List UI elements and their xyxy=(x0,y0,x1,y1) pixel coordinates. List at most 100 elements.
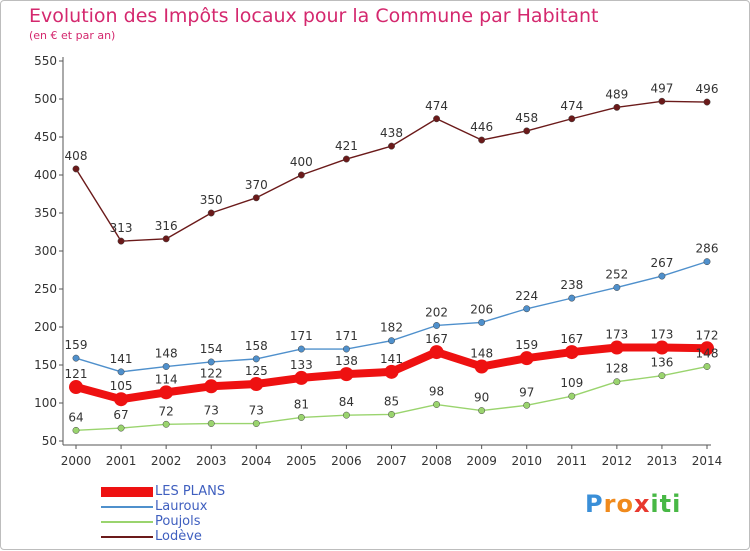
y-tick-label: 450 xyxy=(34,130,57,144)
data-label-lauroux: 224 xyxy=(515,289,538,303)
data-point-lod-ve xyxy=(297,171,305,179)
data-point-lauroux xyxy=(388,337,395,345)
data-label-lauroux: 206 xyxy=(470,302,493,316)
data-label-lod-ve: 408 xyxy=(65,149,88,163)
x-tick-label: 2014 xyxy=(692,454,723,468)
data-point-lauroux xyxy=(162,363,170,370)
data-point-lod-ve xyxy=(342,155,350,163)
legend-label-lauroux: Lauroux xyxy=(155,499,208,514)
data-point-poujols xyxy=(658,372,666,380)
data-label-poujols: 73 xyxy=(204,404,219,418)
data-label-les-plans: 172 xyxy=(696,328,719,342)
data-label-les-plans: 148 xyxy=(470,347,493,361)
data-point-poujols xyxy=(703,363,711,370)
y-tick-label: 550 xyxy=(34,54,57,68)
y-tick-label: 350 xyxy=(34,206,57,220)
data-label-lod-ve: 421 xyxy=(335,139,358,153)
data-point-poujols xyxy=(523,401,531,409)
data-label-lod-ve: 316 xyxy=(155,219,178,233)
x-tick-label: 2004 xyxy=(241,454,272,468)
data-point-poujols xyxy=(568,392,576,400)
data-label-lauroux: 148 xyxy=(155,347,178,361)
data-point-lauroux xyxy=(342,345,350,353)
y-tick-label: 300 xyxy=(34,244,57,258)
data-point-lod-ve xyxy=(162,235,170,243)
data-label-les-plans: 114 xyxy=(155,372,178,386)
data-label-lod-ve: 370 xyxy=(245,178,268,192)
data-label-lauroux: 202 xyxy=(425,305,448,319)
data-point-lauroux xyxy=(478,318,486,326)
data-point-lauroux xyxy=(207,358,215,366)
data-label-lod-ve: 497 xyxy=(650,81,673,95)
data-label-les-plans: 173 xyxy=(605,328,628,342)
data-point-lauroux xyxy=(613,284,621,291)
logo-letter: i xyxy=(672,490,682,518)
data-point-lauroux xyxy=(117,368,125,376)
legend-swatch-lauroux xyxy=(101,506,153,508)
data-label-lod-ve: 474 xyxy=(425,99,448,113)
chart-title: Evolution des Impôts locaux pour la Comm… xyxy=(29,5,599,27)
data-point-lod-ve xyxy=(478,136,486,144)
data-label-lauroux: 238 xyxy=(560,278,583,292)
data-label-lod-ve: 350 xyxy=(200,193,223,207)
data-label-poujols: 90 xyxy=(474,391,489,405)
data-label-lod-ve: 438 xyxy=(380,126,403,140)
logo-letter: r xyxy=(603,490,617,518)
x-tick-label: 2006 xyxy=(331,454,362,468)
data-label-lod-ve: 496 xyxy=(696,82,719,96)
data-point-lod-ve xyxy=(568,115,576,123)
data-point-les-plans xyxy=(339,367,354,382)
data-label-les-plans: 167 xyxy=(425,332,448,346)
legend-label-les-plans: LES PLANS xyxy=(155,484,226,499)
data-label-les-plans: 141 xyxy=(380,352,403,366)
data-point-lod-ve xyxy=(252,194,260,202)
data-point-poujols xyxy=(478,407,486,415)
data-label-poujols: 85 xyxy=(384,394,399,408)
data-point-lod-ve xyxy=(523,127,531,135)
data-point-les-plans xyxy=(609,340,624,355)
data-label-poujols: 81 xyxy=(294,397,309,411)
data-point-poujols xyxy=(162,420,170,428)
data-point-poujols xyxy=(613,378,621,386)
data-point-lauroux xyxy=(658,272,666,280)
proxiti-logo: Proxiti xyxy=(585,490,681,518)
data-label-les-plans: 121 xyxy=(65,367,88,381)
data-point-lauroux xyxy=(523,305,531,313)
data-point-les-plans xyxy=(700,341,714,356)
data-point-lauroux xyxy=(703,258,711,266)
data-label-lauroux: 267 xyxy=(650,256,673,270)
legend-label-poujols: Poujols xyxy=(155,514,201,529)
logo-letter: i xyxy=(650,490,660,518)
data-label-poujols: 84 xyxy=(339,395,354,409)
data-label-les-plans: 125 xyxy=(245,364,268,378)
data-point-les-plans xyxy=(429,345,444,360)
data-point-lauroux xyxy=(252,355,260,363)
legend-swatch-poujols xyxy=(101,521,153,523)
y-tick-label: 50 xyxy=(42,434,57,448)
data-label-les-plans: 159 xyxy=(515,338,538,352)
data-label-poujols: 148 xyxy=(696,347,719,361)
data-point-les-plans xyxy=(249,377,264,391)
data-label-poujols: 67 xyxy=(113,408,128,422)
data-label-les-plans: 138 xyxy=(335,354,358,368)
data-point-lod-ve xyxy=(117,237,125,245)
y-tick-label: 200 xyxy=(34,320,57,334)
logo-letter: P xyxy=(585,490,604,518)
data-label-poujols: 72 xyxy=(159,404,174,418)
data-label-lauroux: 252 xyxy=(605,267,628,281)
data-point-poujols xyxy=(207,420,215,427)
data-point-les-plans xyxy=(474,359,489,374)
y-tick-label: 250 xyxy=(34,282,57,296)
data-point-lod-ve xyxy=(433,115,441,123)
data-label-les-plans: 105 xyxy=(110,379,133,393)
data-label-lauroux: 171 xyxy=(335,329,358,343)
data-label-lod-ve: 400 xyxy=(290,155,313,169)
chart-subtitle: (en € et par an) xyxy=(29,29,116,42)
data-label-poujols: 97 xyxy=(519,385,534,399)
y-tick-label: 500 xyxy=(34,92,57,106)
data-point-lod-ve xyxy=(207,209,215,217)
data-point-lod-ve xyxy=(613,103,621,111)
data-label-lod-ve: 489 xyxy=(605,87,628,101)
data-point-poujols xyxy=(72,426,80,434)
logo-letter: t xyxy=(659,490,673,518)
